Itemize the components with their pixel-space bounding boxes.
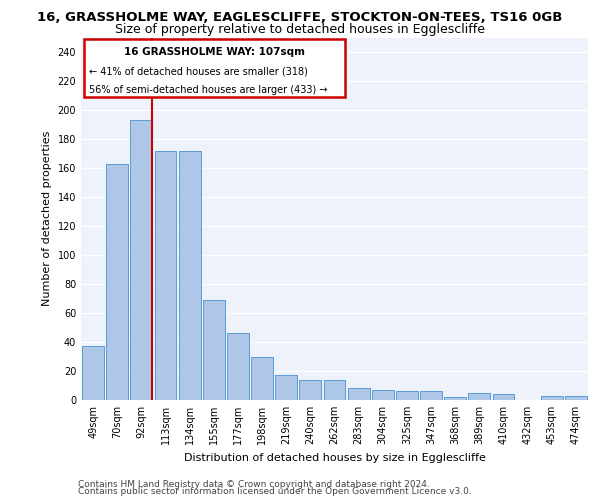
Bar — [565, 396, 587, 400]
Bar — [420, 392, 442, 400]
Bar — [82, 346, 104, 400]
Text: Size of property relative to detached houses in Egglescliffe: Size of property relative to detached ho… — [115, 22, 485, 36]
Bar — [396, 392, 418, 400]
Text: 16, GRASSHOLME WAY, EAGLESCLIFFE, STOCKTON-ON-TEES, TS16 0GB: 16, GRASSHOLME WAY, EAGLESCLIFFE, STOCKT… — [37, 11, 563, 24]
Bar — [469, 393, 490, 400]
Bar — [275, 376, 297, 400]
Bar — [372, 390, 394, 400]
Text: Contains public sector information licensed under the Open Government Licence v3: Contains public sector information licen… — [78, 487, 472, 496]
Bar — [323, 380, 346, 400]
Bar — [179, 150, 200, 400]
Text: 56% of semi-detached houses are larger (433) →: 56% of semi-detached houses are larger (… — [89, 86, 327, 96]
Y-axis label: Number of detached properties: Number of detached properties — [42, 131, 52, 306]
FancyBboxPatch shape — [83, 40, 344, 98]
Text: ← 41% of detached houses are smaller (318): ← 41% of detached houses are smaller (31… — [89, 66, 307, 76]
Bar — [445, 397, 466, 400]
Bar — [251, 356, 273, 400]
Bar — [106, 164, 128, 400]
Text: Contains HM Land Registry data © Crown copyright and database right 2024.: Contains HM Land Registry data © Crown c… — [78, 480, 430, 489]
Text: 16 GRASSHOLME WAY: 107sqm: 16 GRASSHOLME WAY: 107sqm — [124, 47, 305, 57]
Bar — [493, 394, 514, 400]
Bar — [299, 380, 321, 400]
Bar — [203, 300, 224, 400]
Bar — [541, 396, 563, 400]
Bar — [155, 150, 176, 400]
X-axis label: Distribution of detached houses by size in Egglescliffe: Distribution of detached houses by size … — [184, 452, 485, 462]
Bar — [130, 120, 152, 400]
Bar — [227, 334, 249, 400]
Bar — [348, 388, 370, 400]
